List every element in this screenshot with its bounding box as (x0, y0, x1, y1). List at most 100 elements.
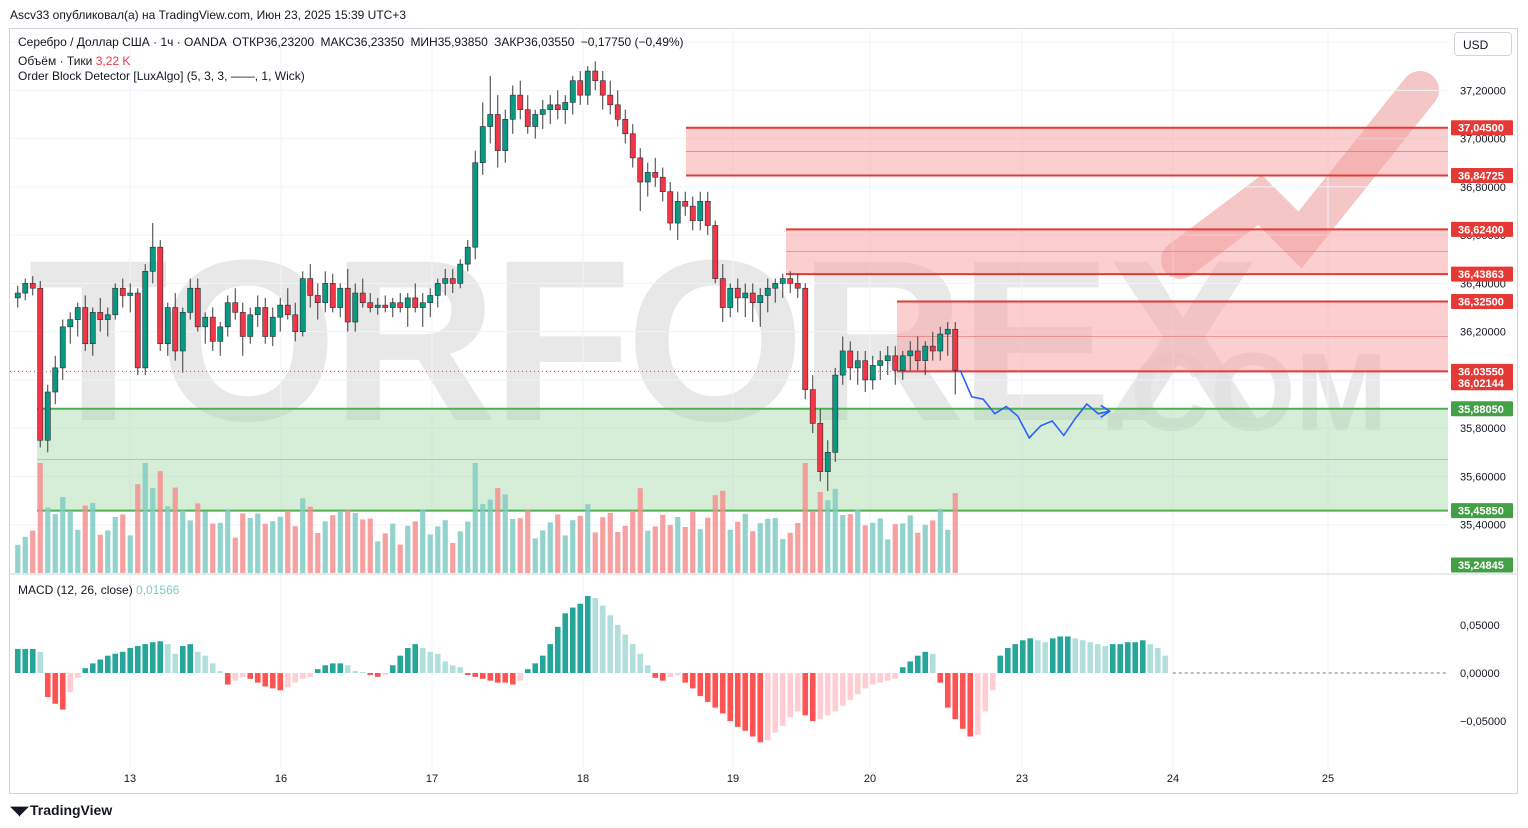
macd-bar (322, 665, 329, 673)
tradingview-logo[interactable]: ◥◤ TradingView (10, 802, 112, 819)
macd-bar (817, 673, 824, 720)
volume-bar (330, 515, 336, 573)
open-label: ОТКР (232, 35, 265, 49)
macd-bar (127, 647, 134, 673)
price-axis-tick: 35,40000 (1460, 520, 1506, 532)
candle-body (374, 304, 381, 308)
volume-bar (420, 509, 426, 573)
macd-bar (824, 673, 831, 716)
volume-bar (652, 526, 658, 573)
volume-bar (892, 524, 898, 573)
candle-body (944, 328, 951, 335)
macd-bar (839, 673, 846, 706)
price-label-box (1451, 401, 1513, 417)
macd-bar (914, 655, 921, 673)
macd-bar (29, 648, 36, 673)
macd-histogram (14, 596, 1169, 743)
volume-bar (75, 529, 81, 573)
macd-bar (419, 647, 426, 673)
low-label: МИН (410, 35, 438, 49)
volume-bar (172, 487, 178, 573)
macd-bar (1087, 642, 1094, 673)
macd-bar (1117, 644, 1124, 673)
macd-bar (442, 661, 449, 673)
candle-body (779, 278, 786, 284)
volume-bar (217, 522, 223, 573)
volume-bar (255, 513, 261, 573)
macd-bar (142, 644, 149, 673)
macd-bar (622, 634, 629, 673)
macd-bar (787, 673, 794, 718)
macd-bar (67, 673, 74, 693)
candle-body (464, 246, 471, 265)
volume-bar (232, 537, 238, 573)
candle-body (284, 304, 291, 316)
volume-bar (540, 530, 546, 573)
candle-body (659, 176, 666, 192)
volume-bar (772, 518, 778, 573)
price-label-box (1451, 503, 1513, 519)
macd-bar (877, 673, 884, 683)
macd-bar (847, 673, 854, 700)
macd-bar (719, 673, 726, 714)
volume-bar (547, 522, 553, 573)
volume-bar (682, 527, 688, 573)
macd-bar (382, 673, 389, 675)
candle-body (644, 172, 651, 183)
macd-axis-tick: 0,00000 (1460, 668, 1500, 680)
candle-body (584, 70, 591, 96)
macd-bar (232, 673, 239, 681)
price-label-box (1451, 167, 1513, 183)
macd-bar (314, 669, 321, 673)
macd-bar (337, 663, 344, 673)
macd-bar (517, 673, 524, 681)
candle-body (419, 302, 426, 308)
volume-bar (877, 518, 883, 573)
macd-bar (614, 624, 621, 673)
price-label-box (1451, 375, 1513, 391)
macd-bar (1147, 644, 1154, 673)
volume-bar (885, 539, 891, 573)
candle-body (217, 326, 224, 342)
time-axis-tick: 19 (727, 773, 739, 785)
macd-bar (82, 668, 89, 673)
currency-button[interactable]: USD (1454, 32, 1512, 56)
volume-bar (817, 492, 823, 573)
volume-bar (922, 524, 928, 573)
candle-body (29, 283, 36, 289)
macd-bar (412, 644, 419, 673)
macd-value: 0,01566 (136, 583, 180, 597)
macd-bar (434, 653, 441, 673)
macd-bar (952, 673, 959, 720)
volume-bar (742, 513, 748, 573)
time-axis: 13 16 17 18 19 20 23 24 25 (124, 773, 1334, 785)
candle-body (494, 114, 501, 151)
macd-bar (1042, 642, 1049, 673)
volume-bar (810, 510, 816, 573)
macd-bar (899, 667, 906, 673)
volume-bar (780, 539, 786, 573)
candle-body (232, 302, 239, 313)
macd-bar (892, 673, 899, 679)
volume-bar (412, 521, 418, 573)
candle-body (67, 319, 74, 328)
candle-body (614, 104, 621, 120)
volume-bar (637, 488, 643, 573)
candle-body (472, 162, 479, 248)
candle-body (194, 287, 201, 328)
candle-body (322, 283, 329, 304)
candle-body (817, 423, 824, 472)
legend-volume: Объём · Тики 3,22 K (18, 53, 130, 69)
volume-bar (397, 544, 403, 573)
volume-bar (795, 523, 801, 573)
volume-bar (322, 521, 328, 573)
macd-bar (74, 673, 81, 678)
volume-bar (180, 510, 186, 573)
macd-bar (592, 597, 599, 673)
macd-bar (629, 644, 636, 673)
volume-bar (675, 517, 681, 573)
macd-bar (1132, 642, 1139, 673)
candle-body (704, 201, 711, 226)
macd-bar (869, 673, 876, 685)
